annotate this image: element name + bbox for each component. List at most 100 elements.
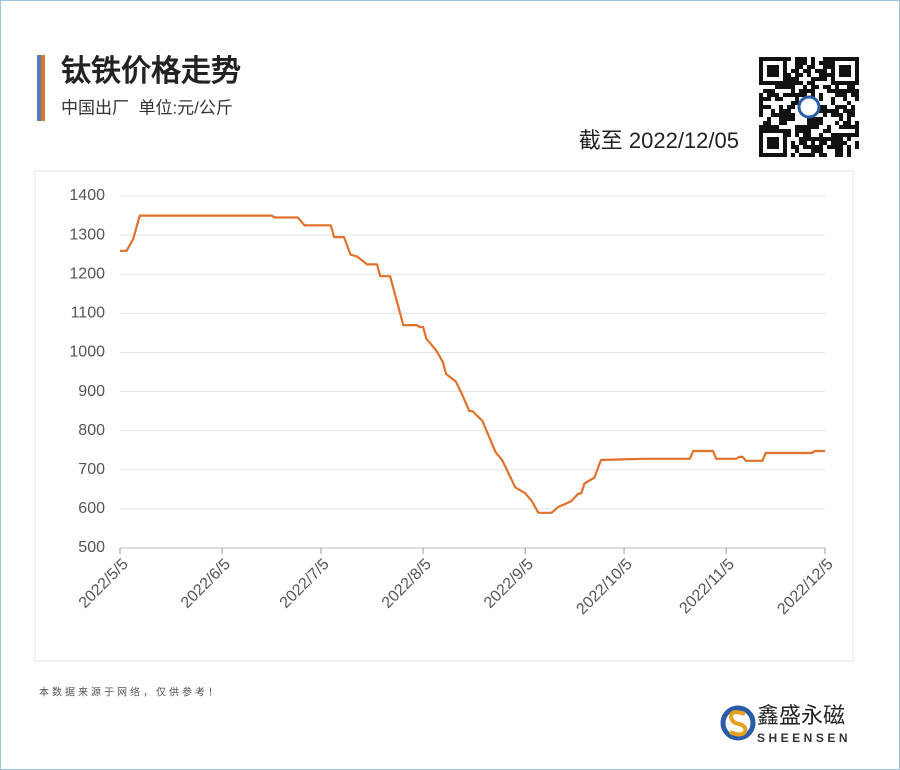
qr-module: [847, 101, 851, 105]
y-tick-label: 1000: [69, 344, 105, 361]
x-tick-label: 2022/11/5: [676, 556, 738, 618]
qr-module: [787, 57, 791, 61]
y-tick-label: 900: [78, 383, 105, 400]
qr-module: [807, 153, 811, 157]
qr-module: [847, 137, 851, 141]
qr-module: [783, 117, 787, 121]
qr-module: [799, 57, 803, 61]
qr-module: [795, 101, 799, 105]
qr-module: [811, 65, 815, 69]
qr-module: [771, 113, 775, 117]
qr-module: [795, 133, 799, 137]
qr-module: [855, 133, 859, 137]
qr-module: [759, 101, 763, 105]
qr-module: [795, 69, 799, 73]
y-tick-label: 1400: [69, 187, 105, 204]
qr-module: [835, 105, 839, 109]
qr-module: [795, 77, 799, 81]
qr-module: [811, 149, 815, 153]
qr-module: [847, 89, 851, 93]
qr-module: [843, 133, 847, 137]
qr-module: [803, 93, 807, 97]
qr-module: [799, 65, 803, 69]
qr-module: [823, 73, 827, 77]
qr-module: [767, 93, 771, 97]
logo-icon: [720, 705, 756, 741]
qr-module: [771, 125, 775, 129]
qr-module: [827, 89, 831, 93]
qr-module: [771, 93, 775, 97]
qr-module: [827, 85, 831, 89]
qr-module: [851, 89, 855, 93]
qr-module: [783, 109, 787, 113]
qr-module: [819, 141, 823, 145]
qr-module: [819, 105, 823, 109]
qr-module: [763, 105, 767, 109]
qr-module: [851, 109, 855, 113]
qr-module: [839, 153, 843, 157]
qr-module: [803, 85, 807, 89]
qr-module: [775, 97, 779, 101]
qr-logo: [797, 95, 821, 119]
qr-module: [823, 109, 827, 113]
x-tick-label: 2022/10/5: [573, 556, 635, 618]
qr-module: [847, 145, 851, 149]
qr-module: [851, 133, 855, 137]
brand-name-en: SHEENSEN: [757, 731, 851, 745]
qr-module: [811, 153, 815, 157]
qr-module: [791, 81, 795, 85]
qr-module: [843, 125, 847, 129]
qr-module: [831, 145, 835, 149]
qr-module: [843, 121, 847, 125]
qr-module: [799, 129, 803, 133]
qr-module: [815, 149, 819, 153]
qr-module: [823, 141, 827, 145]
qr-module: [851, 105, 855, 109]
qr-module: [823, 57, 827, 61]
qr-module: [847, 113, 851, 117]
qr-module: [767, 105, 771, 109]
qr-module: [855, 145, 859, 149]
qr-module: [807, 145, 811, 149]
qr-module: [767, 117, 771, 121]
qr-module: [795, 149, 799, 153]
qr-module: [803, 145, 807, 149]
qr-module: [799, 141, 803, 145]
qr-module: [807, 69, 811, 73]
qr-module: [811, 121, 815, 125]
x-tick-label: 2022/7/5: [277, 556, 333, 612]
qr-module: [791, 93, 795, 97]
qr-module: [803, 57, 807, 61]
qr-module: [779, 117, 783, 121]
qr-module: [811, 61, 815, 65]
qr-module: [775, 93, 779, 97]
subtitle: 中国出厂 单位:元/公斤: [61, 98, 233, 117]
qr-module: [831, 137, 835, 141]
qr-module: [807, 89, 811, 93]
qr-module: [847, 149, 851, 153]
qr-module: [803, 125, 807, 129]
qr-module: [803, 129, 807, 133]
qr-module: [819, 61, 823, 65]
qr-module: [835, 133, 839, 137]
qr-module: [795, 129, 799, 133]
qr-module: [787, 85, 791, 89]
qr-module: [799, 125, 803, 129]
qr-module: [759, 93, 763, 97]
qr-module: [759, 125, 763, 129]
qr-module: [807, 65, 811, 69]
qr-module: [843, 93, 847, 97]
qr-module: [767, 125, 771, 129]
qr-module: [811, 57, 815, 61]
qr-module: [831, 133, 835, 137]
qr-module: [847, 153, 851, 157]
qr-module: [835, 113, 839, 117]
qr-module: [763, 125, 767, 129]
qr-module: [827, 57, 831, 61]
qr-module: [827, 129, 831, 133]
qr-module: [783, 121, 787, 125]
qr-module: [783, 113, 787, 117]
qr-module: [843, 105, 847, 109]
qr-module: [791, 77, 795, 81]
qr-module: [795, 97, 799, 101]
